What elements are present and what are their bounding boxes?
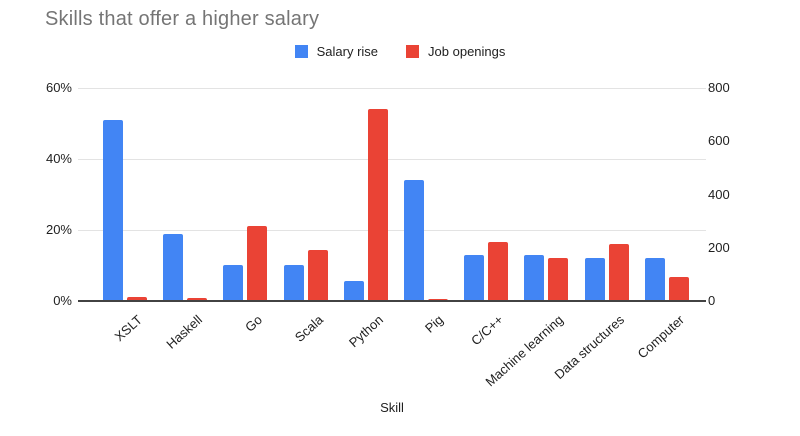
bar-job-openings-data-structures[interactable] xyxy=(609,244,629,301)
bar-salary-rise-computer[interactable] xyxy=(645,258,665,301)
bar-salary-rise-c-c[interactable] xyxy=(464,255,484,301)
legend-item-job-openings: Job openings xyxy=(406,44,505,59)
left-axis-tick-0%: 0% xyxy=(53,293,72,308)
right-axis-tick-0: 0 xyxy=(708,293,716,308)
bar-salary-rise-data-structures[interactable] xyxy=(585,258,605,301)
x-axis-title: Skill xyxy=(380,400,404,415)
bar-job-openings-machine-learning[interactable] xyxy=(548,258,568,301)
gridline-60% xyxy=(78,88,706,89)
left-axis-tick-60%: 60% xyxy=(45,80,72,95)
left-axis-tick-20%: 20% xyxy=(45,222,72,237)
gridline-40% xyxy=(78,159,706,160)
right-axis-tick-200: 200 xyxy=(708,240,730,255)
legend-swatch-job-openings xyxy=(406,45,420,58)
x-axis-line xyxy=(78,300,706,302)
bar-salary-rise-xslt[interactable] xyxy=(103,120,123,301)
bar-job-openings-python[interactable] xyxy=(368,109,388,301)
bar-salary-rise-machine-learning[interactable] xyxy=(524,255,544,301)
bar-job-openings-go[interactable] xyxy=(247,226,267,301)
legend-label-salary-rise: Salary rise xyxy=(316,44,379,59)
bar-salary-rise-pig[interactable] xyxy=(404,180,424,301)
chart-legend: Salary rise Job openings xyxy=(0,44,800,59)
chart-title: Skills that offer a higher salary xyxy=(45,8,320,30)
bar-salary-rise-haskell[interactable] xyxy=(163,234,183,301)
bar-job-openings-haskell[interactable] xyxy=(187,298,207,301)
bar-job-openings-computer[interactable] xyxy=(669,277,689,301)
bar-job-openings-c-c[interactable] xyxy=(488,242,508,301)
legend-item-salary-rise: Salary rise xyxy=(294,44,379,59)
bar-salary-rise-python[interactable] xyxy=(344,281,364,301)
bar-salary-rise-go[interactable] xyxy=(223,265,243,301)
gridline-20% xyxy=(78,230,706,231)
right-axis-tick-400: 400 xyxy=(708,187,730,202)
left-axis-tick-40%: 40% xyxy=(45,151,72,166)
right-axis-tick-600: 600 xyxy=(708,133,730,148)
bar-job-openings-xslt[interactable] xyxy=(127,297,147,301)
legend-label-job-openings: Job openings xyxy=(428,44,506,59)
x-axis-category-xslt: XSLT xyxy=(111,312,146,345)
right-axis-tick-800: 800 xyxy=(708,80,730,95)
legend-swatch-salary-rise xyxy=(294,45,308,58)
bar-salary-rise-scala[interactable] xyxy=(284,265,304,301)
bar-job-openings-scala[interactable] xyxy=(308,250,328,301)
